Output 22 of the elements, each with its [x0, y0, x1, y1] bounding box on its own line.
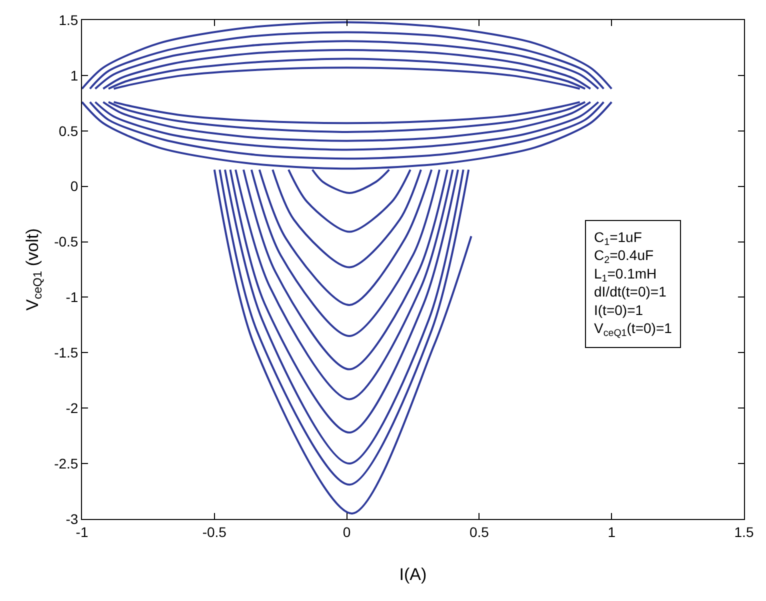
y-tick-label: 0 — [70, 178, 78, 194]
annotation: C$_{1}$=1uF — [594, 229, 642, 248]
x-tick-label: 0.5 — [469, 524, 490, 540]
annotation: L$_{1}$=0.1mH — [594, 265, 657, 284]
y-tick-label: -1.5 — [54, 344, 78, 361]
annotation: dI/dt(t=0)=1 — [594, 284, 667, 300]
y-tick-label: -2 — [66, 400, 78, 416]
y-tick-label: -3 — [66, 510, 78, 527]
x-tick-label: -0.5 — [202, 524, 227, 540]
annotation: C$_{2}$=0.4uF — [594, 247, 654, 266]
y-tick-label: 0.5 — [58, 122, 78, 139]
x-tick-label: 0 — [342, 524, 351, 540]
x-tick-label: 1 — [608, 524, 616, 540]
x-tick-label: 1.5 — [734, 524, 754, 540]
annotation: V$_{ceQ1}$(t=0)=1 — [594, 320, 672, 339]
y-tick-label: 1.5 — [58, 12, 78, 28]
y-tick-label: -2.5 — [54, 455, 78, 472]
x-axis-title: I(A) — [399, 565, 427, 584]
y-tick-label: 1 — [70, 67, 78, 84]
y-tick-label: -0.5 — [54, 234, 78, 250]
y-tick-label: -1 — [66, 289, 78, 306]
annotation: I(t=0)=1 — [594, 302, 644, 318]
